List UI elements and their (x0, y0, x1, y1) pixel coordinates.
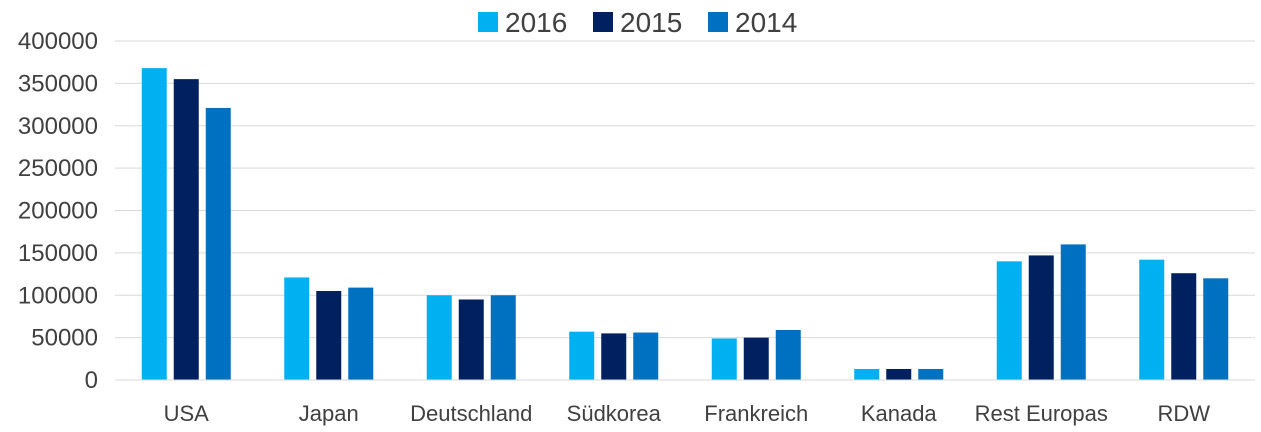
bar-2016-Kanada (854, 368, 880, 380)
bar-2015-RDW (1171, 273, 1197, 380)
y-tick-label: 100000 (18, 282, 98, 309)
bar-2016-RDW (1139, 259, 1165, 380)
legend-swatch (593, 12, 613, 32)
x-category-label: Rest Europas (975, 401, 1108, 426)
y-tick-label: 150000 (18, 240, 98, 267)
y-tick-label: 300000 (18, 113, 98, 140)
bar-2014-Japan (348, 287, 374, 380)
legend-swatch (708, 12, 728, 32)
bar-2015-Kanada (886, 368, 912, 380)
x-category-label: Südkorea (567, 401, 662, 426)
bar-2016-Japan (284, 277, 310, 380)
bar-2016-Rest Europas (996, 261, 1022, 380)
x-axis-categories: USA Japan Deutschland Südkorea Frankreich Kan… (164, 401, 1211, 426)
x-category-label: Japan (299, 401, 359, 426)
bar-2014-Frankreich (775, 329, 801, 380)
x-category-label: Kanada (861, 401, 938, 426)
bar-2015-Rest Europas (1028, 255, 1054, 380)
bar-2015-Japan (316, 291, 342, 380)
bar-2014-Südkorea (633, 332, 659, 380)
bar-2015-USA (173, 79, 199, 380)
x-category-label: Frankreich (704, 401, 808, 426)
y-tick-label: 50000 (31, 325, 98, 352)
bars (141, 68, 1229, 381)
x-category-label: Deutschland (410, 401, 532, 426)
legend-label: 2016 (505, 7, 567, 38)
x-category-label: USA (164, 401, 210, 426)
bar-2014-Rest Europas (1060, 244, 1086, 380)
bar-2016-USA (141, 68, 167, 381)
legend-swatch (478, 12, 498, 32)
bar-2014-Kanada (918, 368, 944, 380)
bar-2014-Deutschland (490, 295, 516, 380)
y-tick-label: 400000 (18, 28, 98, 55)
y-tick-label: 200000 (18, 198, 98, 225)
bar-2016-Frankreich (711, 338, 737, 380)
y-tick-label: 0 (85, 367, 98, 394)
legend: 2016 2015 2014 (478, 7, 797, 38)
bar-2015-Frankreich (743, 337, 769, 380)
y-tick-label: 250000 (18, 155, 98, 182)
bar-2014-USA (205, 107, 231, 380)
bar-2014-RDW (1203, 278, 1229, 380)
bar-2016-Südkorea (569, 331, 595, 380)
bar-2015-Südkorea (601, 333, 627, 380)
legend-label: 2015 (620, 7, 682, 38)
legend-label: 2014 (735, 7, 797, 38)
x-category-label: RDW (1157, 401, 1210, 426)
y-axis-ticks: 0 50000 100000 150000 200000 250000 300000 3500… (18, 28, 98, 394)
bar-2016-Deutschland (426, 295, 452, 380)
y-tick-label: 350000 (18, 70, 98, 97)
bar-2015-Deutschland (458, 299, 484, 380)
